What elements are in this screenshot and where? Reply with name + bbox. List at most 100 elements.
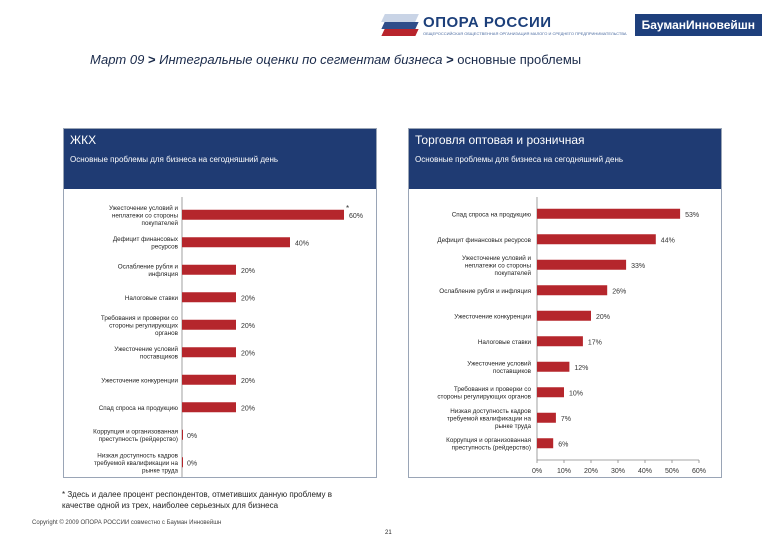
- category-label: Ужесточение конкуренции: [454, 313, 531, 320]
- category-label: Низкая доступность кадров: [97, 452, 178, 459]
- annotation-asterisk: *: [346, 204, 349, 213]
- chart-trade: 0% 10% 20% 30% 40% 50% 60% 53% Спад спроса на пр…: [437, 197, 706, 475]
- bar: [182, 402, 236, 413]
- category-label: Ужесточение условий: [467, 360, 531, 368]
- category-label: стороны регулирующих: [109, 322, 179, 329]
- category-label: покупателей: [495, 269, 532, 277]
- bar: [182, 347, 236, 358]
- category-label: Спад спроса на продукцию: [452, 211, 532, 218]
- title-sep2: >: [442, 52, 458, 67]
- bar: [537, 259, 627, 270]
- title-part1: Март 09: [90, 52, 145, 67]
- category-label: Низкая доступность кадров: [450, 408, 531, 415]
- category-label: инфляция: [148, 271, 178, 278]
- data-label: 17%: [588, 339, 602, 346]
- bar: [537, 208, 681, 219]
- category-label: рынке труда: [142, 467, 179, 474]
- category-label: Спад спроса на продукцию: [99, 405, 179, 412]
- bar: [182, 237, 290, 248]
- category-label: рынке труда: [495, 423, 532, 430]
- title-part2: Интегральные оценки по сегментам бизнеса: [159, 52, 443, 67]
- data-label: 0%: [187, 433, 197, 440]
- category-label: покупателей: [142, 219, 179, 227]
- category-label: поставщиков: [140, 354, 179, 361]
- category-label: Налоговые ставки: [478, 339, 532, 346]
- category-label: Дефицит финансовых ресурсов: [437, 237, 531, 244]
- footnote: * Здесь и далее процент респондентов, от…: [62, 489, 332, 511]
- bar: [182, 457, 183, 468]
- data-label: 20%: [241, 405, 255, 412]
- bar: [182, 429, 183, 440]
- data-label: 33%: [631, 263, 645, 270]
- category-label: Коррупция и организованная: [93, 429, 178, 436]
- category-label: Требования и проверки со: [101, 314, 179, 322]
- bar: [537, 361, 570, 372]
- bar: [537, 310, 591, 321]
- footnote-line1: * Здесь и далее процент респондентов, от…: [62, 490, 333, 499]
- title-sep1: >: [144, 52, 160, 67]
- data-label: 53%: [685, 212, 699, 219]
- chart-zhkh: 0%20%40%60%60%Ужесточение условий инепла…: [93, 197, 363, 477]
- bar: [537, 336, 583, 347]
- x-tick-label: 0%: [532, 468, 542, 475]
- bar: [182, 374, 236, 385]
- opora-subtitle: ОБЩЕРОССИЙСКАЯ ОБЩЕСТВЕННАЯ ОРГАНИЗАЦИЯ …: [423, 30, 627, 36]
- data-label: 12%: [574, 365, 588, 372]
- panel-left-header: ЖКХ Основные проблемы для бизнеса на сег…: [64, 129, 376, 189]
- data-label: 20%: [596, 314, 610, 321]
- category-label: стороны регулирующих органов: [437, 394, 531, 401]
- category-label: неплатежи со стороны: [465, 262, 532, 269]
- bar: [537, 285, 608, 296]
- category-label: требуемой квалификации на: [94, 459, 179, 467]
- data-label: 44%: [661, 237, 675, 244]
- data-label: 7%: [561, 416, 571, 423]
- category-label: Ужесточение условий и: [462, 254, 531, 262]
- panel-left: ЖКХ Основные проблемы для бизнеса на сег…: [63, 128, 377, 478]
- x-tick-label: 50%: [665, 468, 679, 475]
- category-label: органов: [155, 330, 179, 337]
- data-label: 20%: [241, 350, 255, 357]
- panel-right-title: Торговля оптовая и розничная: [415, 133, 585, 147]
- category-label: Ужесточение условий: [114, 345, 178, 353]
- category-label: Ослабление рубля и: [118, 263, 179, 271]
- header-logos: ОПОРА РОССИИ ОБЩЕРОССИЙСКАЯ ОБЩЕСТВЕННАЯ…: [381, 14, 762, 36]
- data-label: 26%: [612, 288, 626, 295]
- title-part3: основные проблемы: [457, 52, 582, 67]
- category-label: Требования и проверки со: [454, 385, 532, 393]
- data-label: 20%: [241, 268, 255, 275]
- x-tick-label: 10%: [557, 468, 571, 475]
- category-label: неплатежи со стороны: [112, 212, 179, 219]
- data-label: 0%: [187, 460, 197, 467]
- bauman-logo: БауманИнновейшн: [634, 14, 762, 36]
- data-label: 60%: [349, 213, 363, 220]
- data-label: 10%: [569, 390, 583, 397]
- opora-flag-icon: [381, 14, 419, 36]
- category-label: Дефицит финансовых: [113, 236, 179, 243]
- category-label: поставщиков: [493, 368, 532, 375]
- bar: [182, 319, 236, 330]
- page-number: 21: [385, 530, 392, 536]
- bar: [537, 412, 556, 423]
- category-label: Ужесточение конкуренции: [101, 377, 178, 384]
- panel-left-subtitle: Основные проблемы для бизнеса на сегодня…: [70, 155, 279, 164]
- data-label: 20%: [241, 295, 255, 302]
- category-label: Ослабление рубля и инфляция: [439, 287, 531, 295]
- data-label: 20%: [241, 323, 255, 330]
- category-label: Коррупция и организованная: [446, 437, 531, 444]
- x-tick-label: 40%: [638, 468, 652, 475]
- data-label: 6%: [558, 441, 568, 448]
- page-title: Март 09 > Интегральные оценки по сегмент…: [90, 52, 581, 67]
- panel-right-subtitle: Основные проблемы для бизнеса на сегодня…: [415, 155, 624, 164]
- category-label: преступность (рейдерство): [99, 435, 178, 443]
- bar: [537, 387, 564, 398]
- category-label: преступность (рейдерство): [452, 444, 531, 452]
- x-tick-label: 60%: [692, 468, 706, 475]
- category-label: требуемой квалификации на: [447, 414, 532, 422]
- bar: [537, 234, 656, 245]
- bar: [182, 292, 236, 303]
- category-label: ресурсов: [151, 244, 178, 251]
- panel-right-header: Торговля оптовая и розничная Основные пр…: [409, 129, 721, 189]
- footnote-line2: качестве одной из трех, наиболее серьезн…: [62, 501, 279, 510]
- category-label: Ужесточение условий и: [109, 204, 178, 212]
- category-label: Налоговые ставки: [125, 295, 179, 302]
